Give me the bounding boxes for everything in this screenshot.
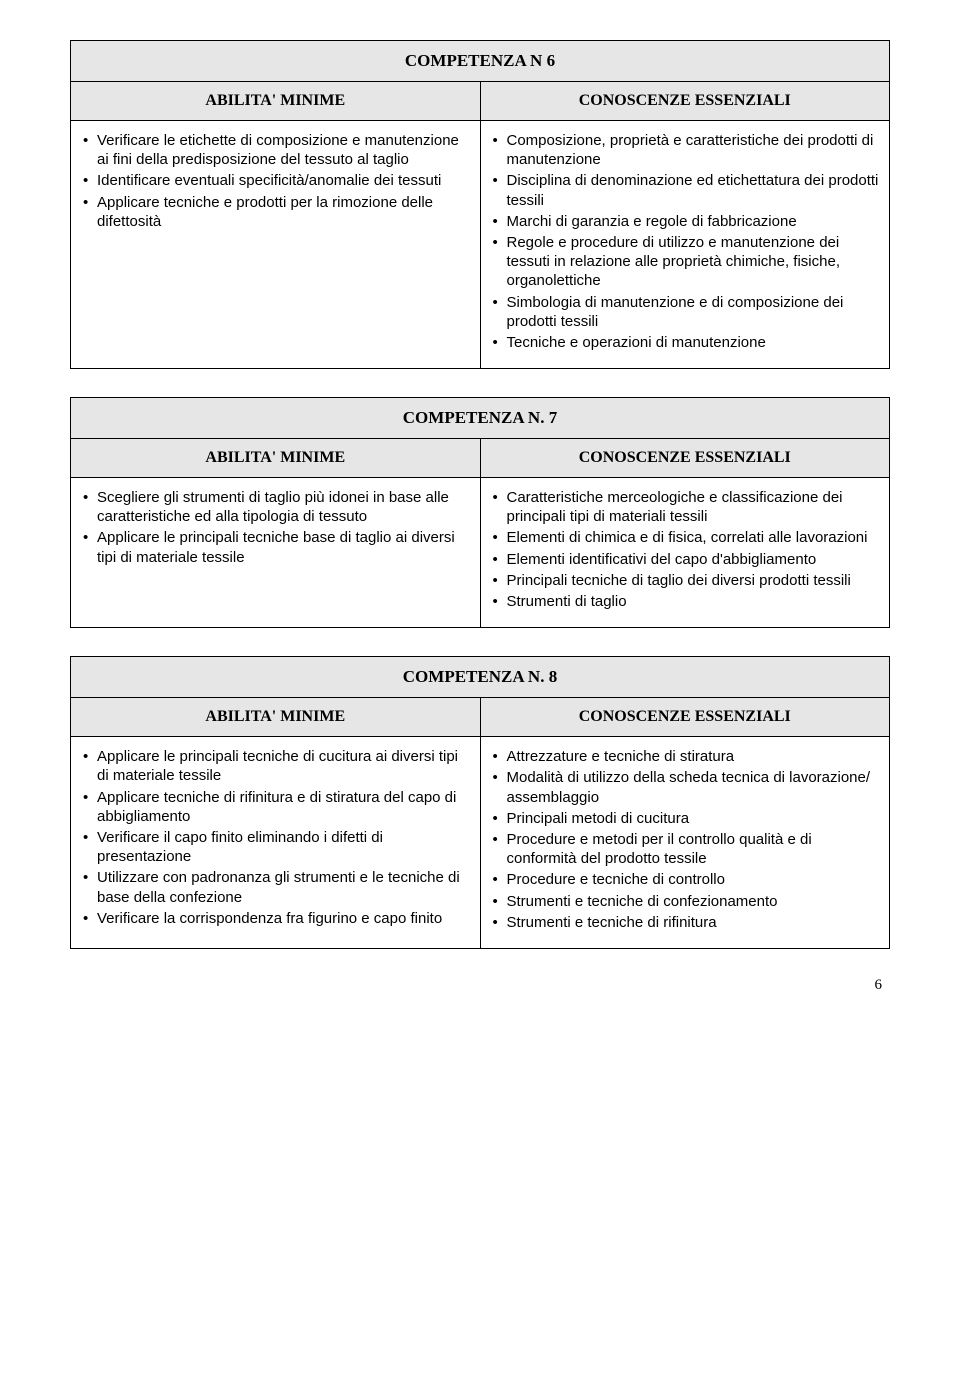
conoscenze-content: Composizione, proprietà e caratteristich… <box>480 121 890 369</box>
list-item: Caratteristiche merceologiche e classifi… <box>493 488 882 526</box>
list-item: Applicare tecniche di rifinitura e di st… <box>83 788 472 826</box>
list-item: Regole e procedure di utilizzo e manuten… <box>493 233 882 291</box>
section-title: COMPETENZA N 6 <box>71 41 890 82</box>
list-item: Scegliere gli strumenti di taglio più id… <box>83 488 472 526</box>
list-item: Elementi di chimica e di fisica, correla… <box>493 528 882 547</box>
list-item: Tecniche e operazioni di manutenzione <box>493 333 882 352</box>
list-item: Verificare le etichette di composizione … <box>83 131 472 169</box>
list-item: Elementi identificativi del capo d'abbig… <box>493 550 882 569</box>
list-item: Marchi di garanzia e regole di fabbricaz… <box>493 212 882 231</box>
list-item: Principali tecniche di taglio dei divers… <box>493 571 882 590</box>
list-item: Simbologia di manutenzione e di composiz… <box>493 293 882 331</box>
conoscenze-content: Attrezzature e tecniche di stiratura Mod… <box>480 737 890 949</box>
list-item: Procedure e metodi per il controllo qual… <box>493 830 882 868</box>
abilita-header: ABILITA' MINIME <box>71 439 481 478</box>
list-item: Modalità di utilizzo della scheda tecnic… <box>493 768 882 806</box>
list-item: Composizione, proprietà e caratteristich… <box>493 131 882 169</box>
competenza-7-table: COMPETENZA N. 7 ABILITA' MINIME CONOSCEN… <box>70 397 890 628</box>
list-item: Attrezzature e tecniche di stiratura <box>493 747 882 766</box>
list-item: Utilizzare con padronanza gli strumenti … <box>83 868 472 906</box>
abilita-header: ABILITA' MINIME <box>71 82 481 121</box>
competenza-6-table: COMPETENZA N 6 ABILITA' MINIME CONOSCENZ… <box>70 40 890 369</box>
section-title: COMPETENZA N. 8 <box>71 657 890 698</box>
list-item: Applicare le principali tecniche di cuci… <box>83 747 472 785</box>
conoscenze-header: CONOSCENZE ESSENZIALI <box>480 698 890 737</box>
conoscenze-header: CONOSCENZE ESSENZIALI <box>480 82 890 121</box>
conoscenze-header: CONOSCENZE ESSENZIALI <box>480 439 890 478</box>
list-item: Procedure e tecniche di controllo <box>493 870 882 889</box>
list-item: Principali metodi di cucitura <box>493 809 882 828</box>
list-item: Strumenti e tecniche di confezionamento <box>493 892 882 911</box>
list-item: Applicare le principali tecniche base di… <box>83 528 472 566</box>
competenza-8-table: COMPETENZA N. 8 ABILITA' MINIME CONOSCEN… <box>70 656 890 949</box>
abilita-content: Scegliere gli strumenti di taglio più id… <box>71 478 481 628</box>
list-item: Identificare eventuali specificità/anoma… <box>83 171 472 190</box>
list-item: Verificare la corrispondenza fra figurin… <box>83 909 472 928</box>
list-item: Strumenti e tecniche di rifinitura <box>493 913 882 932</box>
list-item: Applicare tecniche e prodotti per la rim… <box>83 193 472 231</box>
list-item: Verificare il capo finito eliminando i d… <box>83 828 472 866</box>
list-item: Strumenti di taglio <box>493 592 882 611</box>
abilita-header: ABILITA' MINIME <box>71 698 481 737</box>
page-number: 6 <box>70 977 890 994</box>
list-item: Disciplina di denominazione ed etichetta… <box>493 171 882 209</box>
abilita-content: Verificare le etichette di composizione … <box>71 121 481 369</box>
abilita-content: Applicare le principali tecniche di cuci… <box>71 737 481 949</box>
section-title: COMPETENZA N. 7 <box>71 398 890 439</box>
conoscenze-content: Caratteristiche merceologiche e classifi… <box>480 478 890 628</box>
